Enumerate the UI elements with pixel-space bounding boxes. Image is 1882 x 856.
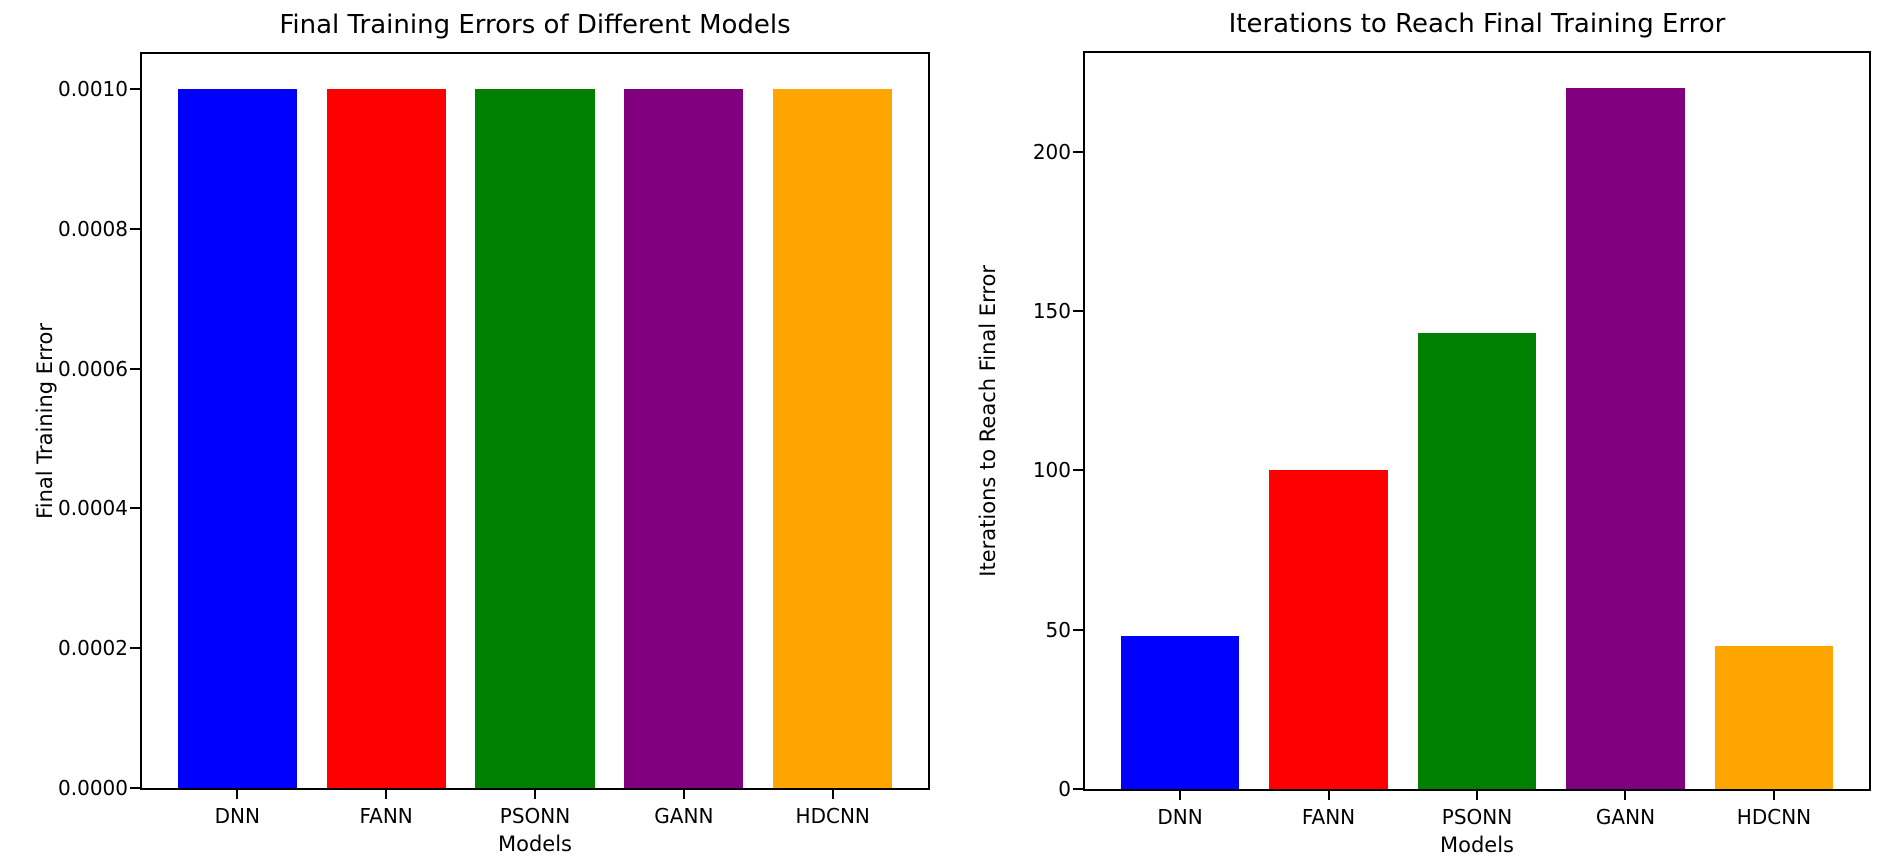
y-tick-mark	[130, 787, 140, 789]
x-tick-label-hdcnn: HDCNN	[795, 804, 870, 828]
y-tick-mark	[1073, 788, 1083, 790]
bar-fann	[1269, 470, 1388, 789]
chart-title: Final Training Errors of Different Model…	[279, 10, 791, 40]
y-axis-label: Final Training Error	[27, 54, 63, 788]
y-tick-mark	[1073, 628, 1083, 631]
bar-psonn	[475, 88, 595, 788]
x-tick-mark	[1624, 791, 1627, 800]
y-tick-mark	[1073, 150, 1083, 153]
y-tick-mark	[1073, 469, 1083, 472]
x-tick-label-dnn: DNN	[214, 804, 260, 828]
y-tick-label: 0	[1058, 777, 1071, 801]
axes-final-training-errors: Final Training Errors of Different Model…	[33, 10, 930, 856]
bar-dnn	[177, 88, 297, 788]
x-tick-mark	[534, 790, 536, 799]
x-tick-label-psonn: PSONN	[499, 804, 571, 828]
bar-gann	[624, 88, 744, 788]
x-tick-mark	[1476, 791, 1478, 800]
y-tick-label: 150	[1032, 299, 1071, 324]
x-axis-label: Models	[498, 832, 572, 856]
y-tick-mark	[130, 227, 140, 230]
x-tick-label-psonn: PSONN	[1441, 805, 1513, 829]
bar-psonn	[1417, 333, 1537, 789]
y-tick-label: 200	[1032, 139, 1071, 164]
y-tick-label: 100	[1032, 458, 1071, 483]
bar-fann	[326, 88, 446, 788]
y-tick-label: 0.0000	[58, 776, 128, 800]
y-axis-label-text: Final Training Error	[33, 323, 57, 519]
x-tick-label-dnn: DNN	[1157, 805, 1203, 829]
bar-hdcnn	[773, 88, 893, 788]
x-axis-label: Models	[1440, 833, 1514, 856]
y-tick-label: 0.0004	[58, 496, 128, 521]
y-axis-label: Iterations to Reach Final Error	[970, 53, 1006, 789]
x-tick-label-fann: FANN	[359, 804, 413, 828]
y-tick-label: 50	[1045, 617, 1071, 642]
y-tick-mark	[130, 507, 140, 510]
y-tick-label: 0.0008	[58, 216, 128, 241]
axes-iterations-to-final-error: Iterations to Reach Final Training Error…	[976, 9, 1871, 856]
x-tick-mark	[385, 790, 388, 799]
y-axis-label-text: Iterations to Reach Final Error	[976, 265, 1000, 577]
bar-dnn	[1120, 636, 1240, 789]
x-tick-mark	[1179, 791, 1182, 800]
y-tick-mark	[130, 87, 140, 90]
y-tick-mark	[1073, 310, 1083, 313]
x-tick-mark	[1327, 791, 1330, 800]
y-tick-mark	[130, 367, 140, 370]
bar-hdcnn	[1714, 645, 1834, 789]
x-tick-mark	[682, 790, 685, 799]
y-tick-label: 0.0010	[58, 76, 128, 101]
y-tick-mark	[130, 647, 140, 650]
chart-title: Iterations to Reach Final Training Error	[1228, 9, 1726, 39]
x-tick-label-gann: GANN	[654, 804, 714, 828]
y-tick-label: 0.0002	[58, 636, 128, 661]
x-tick-label-hdcnn: HDCNN	[1736, 805, 1812, 829]
x-tick-mark	[236, 790, 239, 799]
x-tick-label-gann: GANN	[1595, 805, 1656, 829]
y-tick-label: 0.0006	[58, 356, 128, 381]
x-tick-mark	[1772, 791, 1775, 800]
x-tick-label-fann: FANN	[1301, 805, 1356, 829]
bar-gann	[1566, 88, 1685, 789]
x-tick-mark	[831, 790, 834, 799]
